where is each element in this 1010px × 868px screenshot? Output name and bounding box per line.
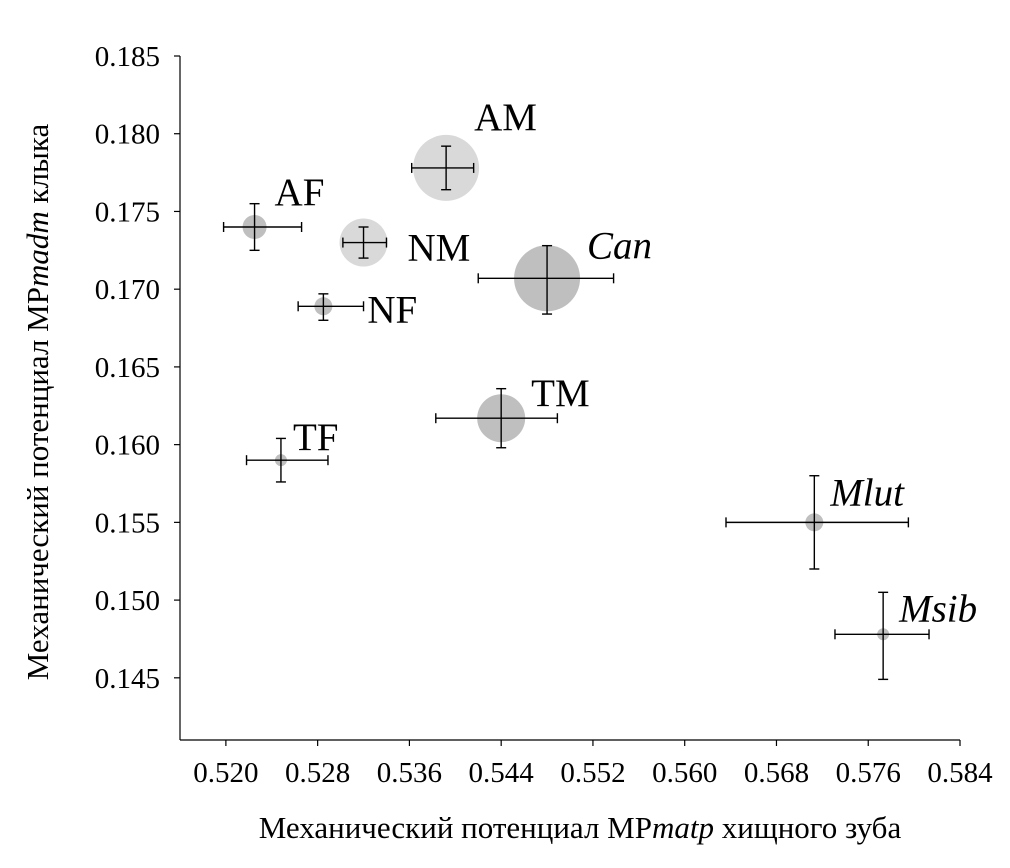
x-tick-label: 0.560 — [652, 757, 717, 789]
error-bar-nm — [342, 226, 388, 259]
label-can: Can — [587, 224, 652, 267]
x-tick-label: 0.576 — [836, 757, 901, 789]
error-bar-tf — [245, 437, 329, 483]
label-mlut: Mlut — [829, 471, 905, 514]
y-tick-label: 0.170 — [95, 274, 160, 306]
x-tick-label: 0.544 — [469, 757, 535, 789]
y-tick-label: 0.150 — [95, 585, 160, 617]
y-tick-label: 0.160 — [95, 430, 160, 462]
axes — [179, 56, 960, 741]
label-tf: TF — [293, 416, 339, 459]
x-tick-label: 0.528 — [285, 757, 350, 789]
point-labels: AM AF NM Can NF TM TF Mlut Msib — [275, 96, 978, 630]
error-bar-af — [222, 202, 303, 252]
error-bar-nf — [297, 293, 365, 321]
error-bar-can — [477, 244, 615, 315]
y-axis-title: Механический потенциал MPmadm клыка — [20, 124, 55, 681]
label-am: AM — [474, 96, 537, 139]
y-tick-label: 0.165 — [95, 352, 160, 384]
x-axis-ticks: 0.520 0.528 0.536 0.544 0.552 0.560 0.568 0.576… — [193, 740, 993, 789]
label-nf: NF — [367, 288, 417, 331]
x-tick-label: 0.552 — [560, 757, 625, 789]
y-tick-label: 0.155 — [95, 507, 160, 539]
y-tick-label: 0.145 — [95, 663, 160, 695]
error-bars — [222, 145, 930, 681]
y-axis-ticks: 0.145 0.150 0.155 0.160 0.165 0.170 0.175 0.180… — [95, 41, 180, 695]
x-axis-title: Механический потенциал MPmatp хищного зу… — [259, 810, 902, 845]
label-af: AF — [275, 171, 325, 214]
error-bar-msib — [834, 591, 930, 681]
label-tm: TM — [531, 372, 590, 415]
error-bar-tm — [435, 387, 559, 449]
label-msib: Msib — [898, 587, 977, 630]
error-bar-am — [411, 145, 475, 191]
x-tick-label: 0.568 — [744, 757, 809, 789]
x-tick-label: 0.584 — [927, 757, 993, 789]
y-tick-label: 0.185 — [95, 41, 160, 73]
x-tick-label: 0.520 — [193, 757, 258, 789]
label-nm: NM — [408, 227, 471, 270]
y-tick-label: 0.180 — [95, 119, 160, 151]
error-bar-mlut — [725, 475, 910, 570]
x-tick-label: 0.536 — [377, 757, 442, 789]
y-tick-label: 0.175 — [95, 196, 160, 228]
